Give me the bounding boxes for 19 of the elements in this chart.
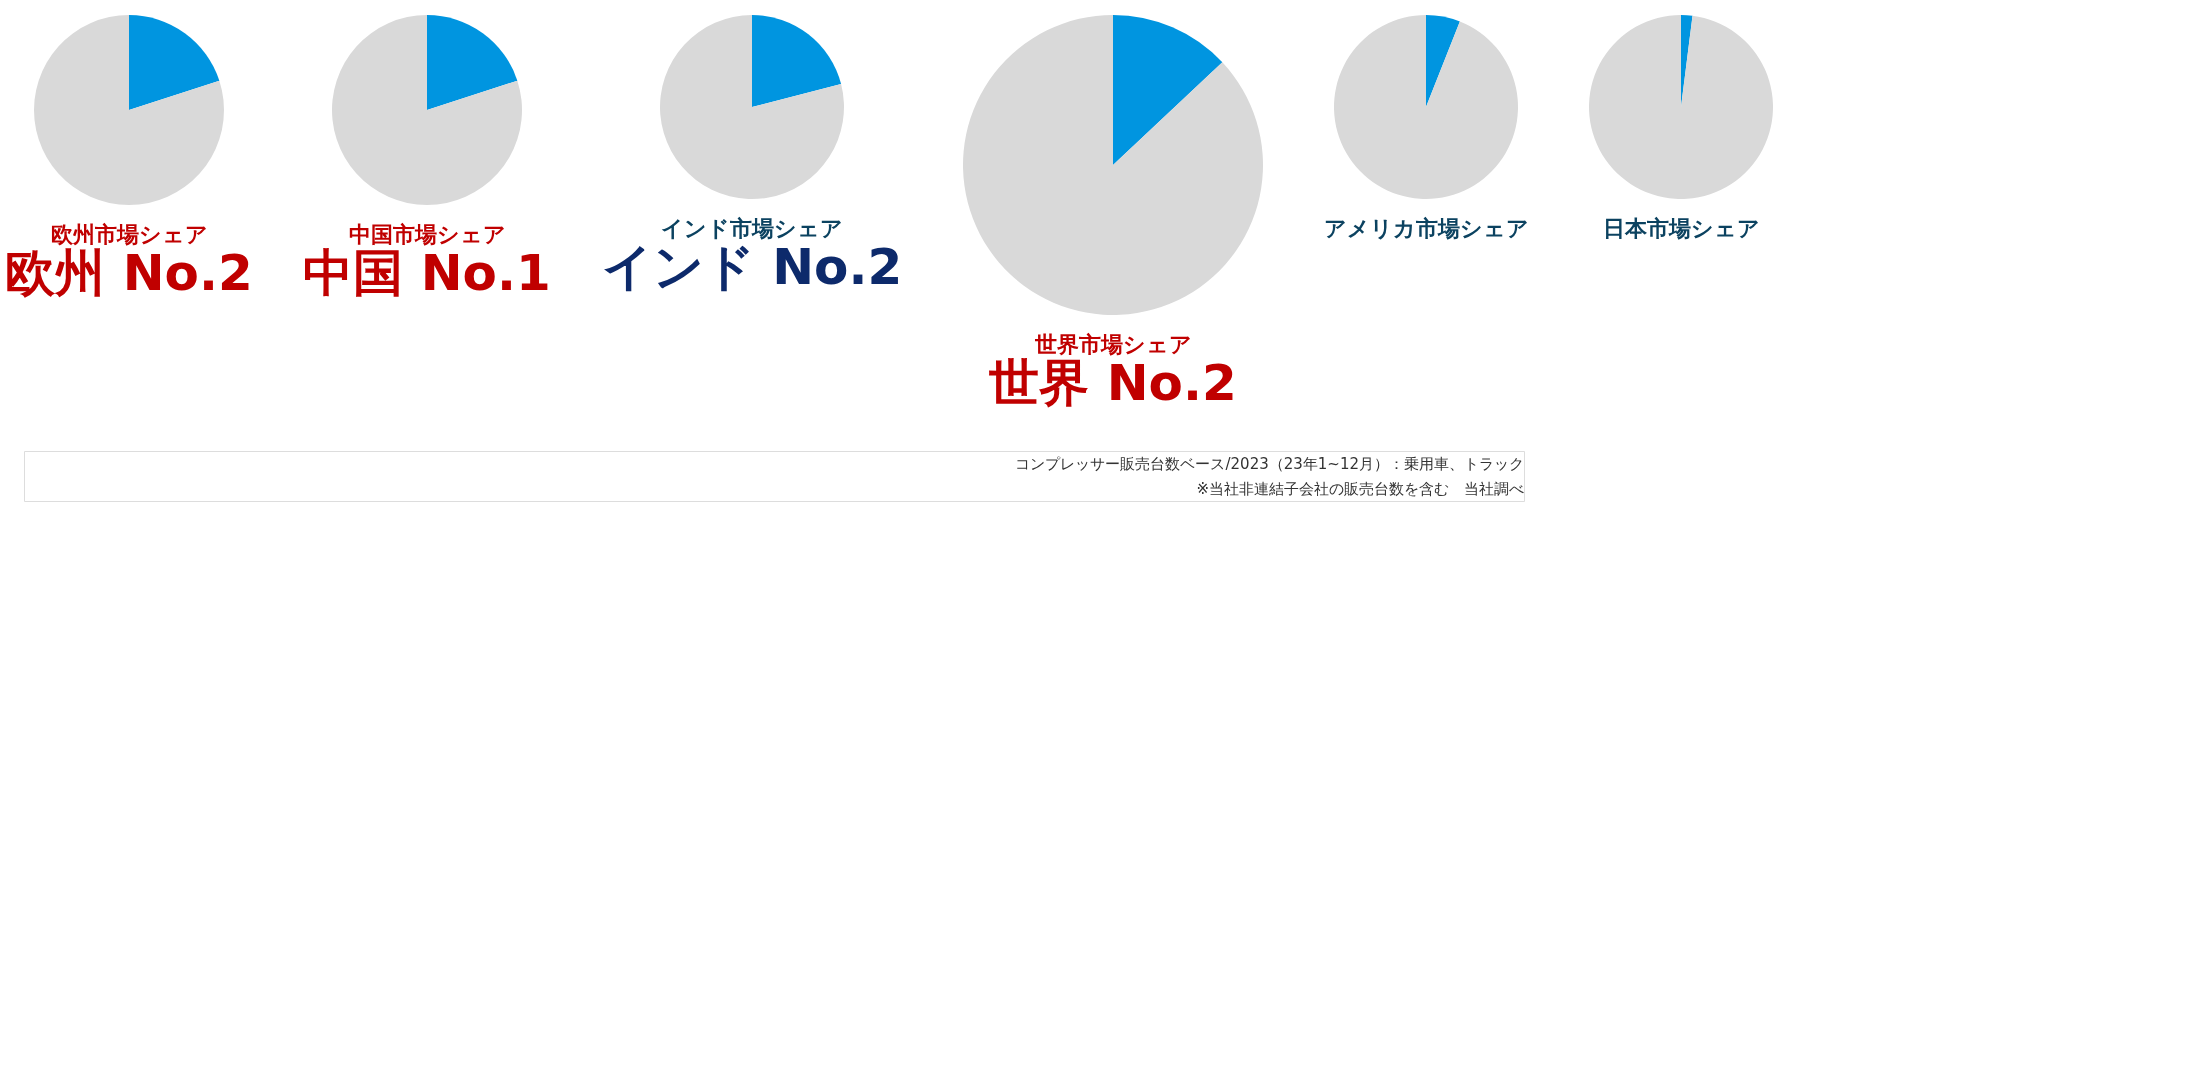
pie-slice bbox=[34, 15, 224, 205]
pie-slice bbox=[1334, 15, 1518, 199]
text: ※当社非連結子会社の販売台数を含む 当社調べ bbox=[1196, 479, 1524, 498]
pie-slice bbox=[129, 15, 220, 110]
pie-slice bbox=[332, 15, 522, 205]
pie-slice bbox=[1589, 15, 1773, 199]
text: 世界市場シェア bbox=[1033, 332, 1192, 357]
pie-slice bbox=[752, 15, 842, 107]
pie-slice bbox=[963, 15, 1263, 315]
pie-slice bbox=[1113, 15, 1223, 165]
text: 中国市場シェア bbox=[348, 222, 506, 247]
pie-slice bbox=[427, 15, 518, 110]
text: コンプレッサー販売台数ベース/2023（23年1~12月）：乗用車、トラック bbox=[1015, 454, 1524, 473]
pie-slice bbox=[660, 15, 844, 199]
text: インド市場シェア bbox=[661, 216, 843, 241]
pie-slice bbox=[1426, 15, 1460, 107]
text: 日本市場シェア bbox=[1602, 216, 1760, 241]
text: 欧州市場シェア bbox=[50, 222, 208, 247]
text: アメリカ市場シェア bbox=[1323, 216, 1529, 241]
